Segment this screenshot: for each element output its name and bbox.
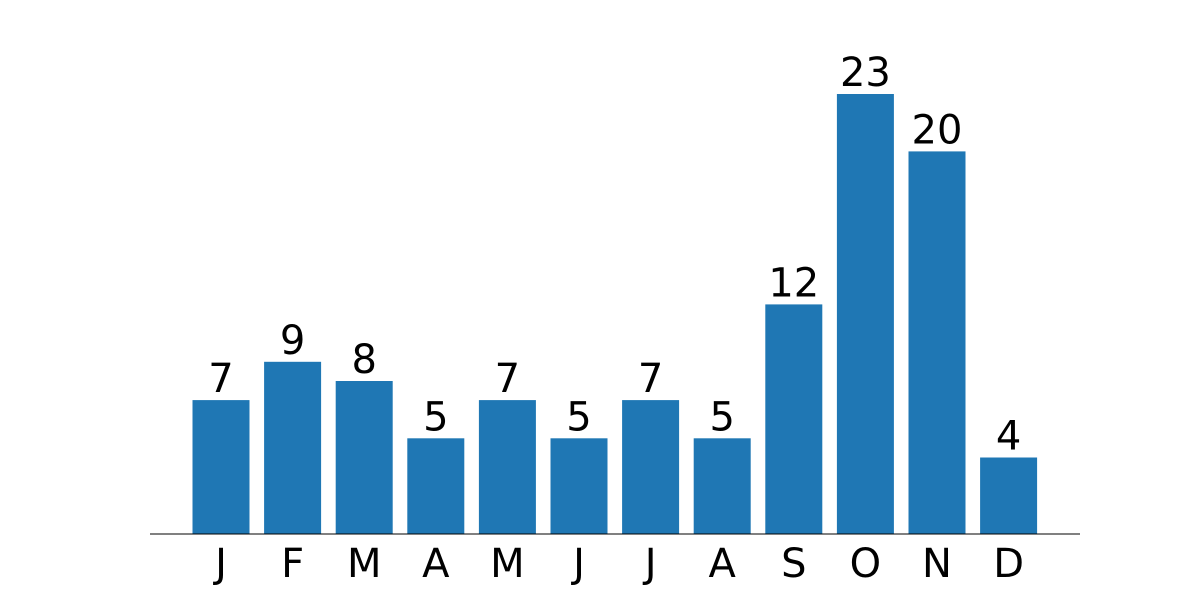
x-tick-label-2: M xyxy=(347,541,382,587)
bar-8 xyxy=(765,304,823,534)
x-tick-label-1: F xyxy=(281,541,304,587)
bar-0 xyxy=(192,400,250,534)
data-label-8: 12 xyxy=(768,260,819,306)
data-label-4: 7 xyxy=(495,356,520,402)
bar-9 xyxy=(836,94,894,534)
x-tick-label-9: O xyxy=(850,541,881,587)
data-label-2: 8 xyxy=(351,337,376,383)
data-label-10: 20 xyxy=(912,107,963,153)
data-label-9: 23 xyxy=(840,50,891,96)
x-tick-label-10: N xyxy=(922,541,952,587)
x-tick-label-0: J xyxy=(212,541,227,587)
x-tick-label-6: J xyxy=(642,541,657,587)
bar-2 xyxy=(335,381,393,534)
data-label-0: 7 xyxy=(208,356,233,402)
data-label-3: 5 xyxy=(423,394,448,440)
bar-3 xyxy=(407,438,465,534)
bar-4 xyxy=(478,400,536,534)
bar-7 xyxy=(693,438,751,534)
x-tick-label-11: D xyxy=(993,541,1024,587)
x-tick-label-3: A xyxy=(422,541,450,587)
x-tick-label-4: M xyxy=(490,541,525,587)
bar-5 xyxy=(550,438,608,534)
data-label-11: 4 xyxy=(996,414,1021,460)
bar-6 xyxy=(622,400,680,534)
bar-10 xyxy=(908,151,966,534)
data-label-5: 5 xyxy=(566,394,591,440)
bars-group xyxy=(192,94,1038,534)
data-label-1: 9 xyxy=(280,318,305,364)
bar-1 xyxy=(264,361,322,534)
data-label-6: 7 xyxy=(638,356,663,402)
data-label-7: 5 xyxy=(709,394,734,440)
bar-11 xyxy=(980,457,1038,534)
x-tick-label-8: S xyxy=(781,541,806,587)
x-tick-label-5: J xyxy=(570,541,585,587)
x-tick-label-7: A xyxy=(709,541,737,587)
